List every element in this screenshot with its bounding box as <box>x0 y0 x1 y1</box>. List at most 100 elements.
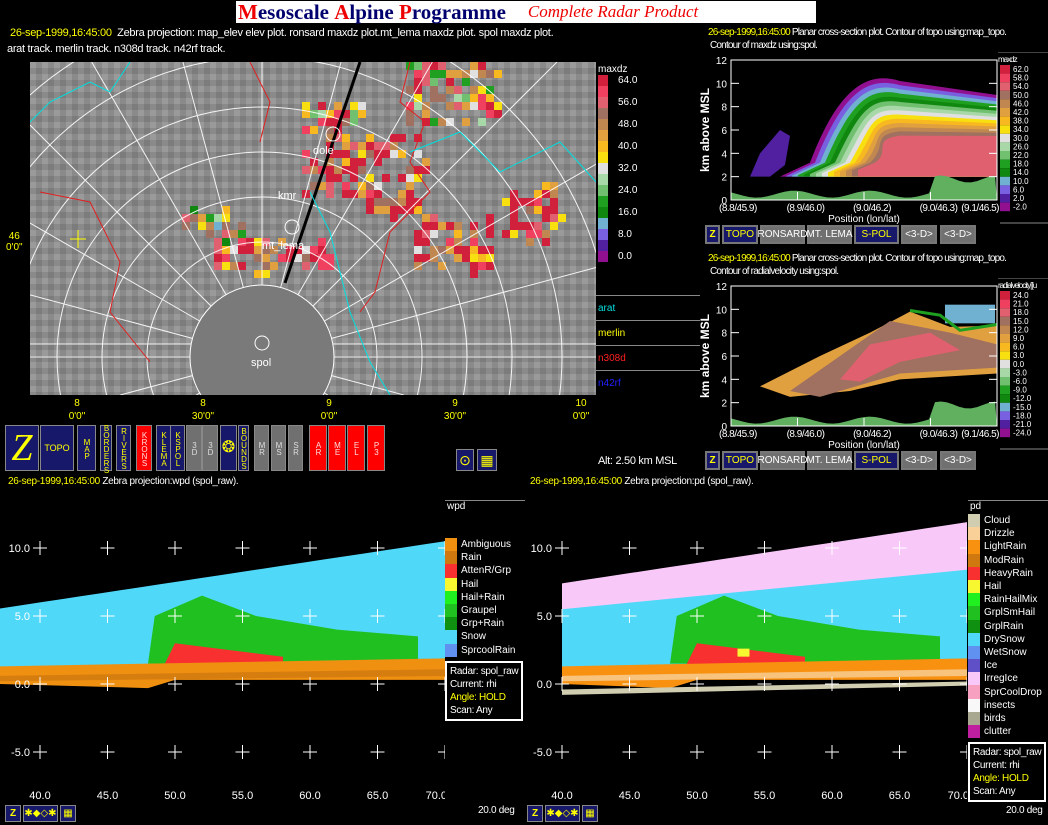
center-button[interactable]: ⊙ <box>456 449 474 471</box>
echo-cell <box>526 222 534 230</box>
track-n308d[interactable]: n308d <box>596 345 700 370</box>
rivers-button[interactable]: RIVERS <box>116 425 131 471</box>
rhi-plot[interactable]: 10.0 5.0 0.0 -5.0 40.0 45.0 50.0 55.0 60.0 65.0 70… <box>0 495 445 803</box>
y-tick-label: 10.0 <box>531 543 552 555</box>
xsect-plot[interactable]: 0 2 4 6 8 10 12 km above MSL (8.8/45.9) (8.9/46.0… <box>700 278 1048 450</box>
colorbar-swatch <box>598 174 608 185</box>
radar-info-scan: Scan: Any <box>450 704 493 716</box>
banner-title: Mesoscale Alpine Programme <box>238 0 506 24</box>
echo-cell <box>214 238 222 246</box>
echo-cell <box>334 118 342 126</box>
bounds-button[interactable]: BOUNDS <box>238 425 249 471</box>
colorbar-swatch <box>1000 334 1010 343</box>
ar-button[interactable]: AR <box>309 425 327 471</box>
xsect-button-mt-lema[interactable]: MT. LEMA <box>806 451 853 470</box>
zebra-button[interactable]: Z <box>527 805 543 822</box>
xsect-button-s-pol[interactable]: S-POL <box>854 225 899 244</box>
zebra-button[interactable]: Z <box>5 805 21 822</box>
track-n42rf[interactable]: n42rf <box>596 370 700 395</box>
xsect-button-3-d[interactable]: <3-D> <box>901 451 937 470</box>
p3-button[interactable]: P3 <box>367 425 385 471</box>
echo-cell <box>470 230 478 238</box>
xsect-button-z[interactable]: Z <box>705 451 720 470</box>
echo-cell <box>430 118 438 126</box>
echo-cell <box>382 150 390 158</box>
echo-cell <box>182 214 190 222</box>
echo-cell <box>398 134 406 142</box>
echo-cell <box>374 158 382 166</box>
colorbar-label: 10.0 <box>1013 177 1029 186</box>
me-button[interactable]: ME <box>328 425 346 471</box>
map-button[interactable]: MAP <box>77 425 96 471</box>
echo-cell <box>558 214 566 222</box>
3d-button[interactable]: 3D <box>202 425 218 471</box>
echo-cell <box>414 230 422 238</box>
echo-cell <box>358 110 366 118</box>
xsect-button-3-d[interactable]: <3-D> <box>940 225 976 244</box>
colorbar-title: maxdz <box>998 55 1018 64</box>
echo-cell <box>414 94 422 102</box>
xsect-button-topo[interactable]: TOPO <box>722 225 758 244</box>
timestamp: 26-sep-1999,16:45:00 <box>10 27 112 39</box>
echo-cell <box>222 214 230 222</box>
echo-cell <box>454 222 462 230</box>
radar-map[interactable]: dole kmr mt_lema spol <box>30 62 596 395</box>
grid-button[interactable]: ▦ <box>60 805 76 822</box>
colorbar-label: 64.0 <box>618 75 638 86</box>
xsect-plot[interactable]: 0 2 4 6 8 10 12 km above MSL (8.8/45.9) (8.9/46.0… <box>700 52 1048 224</box>
grid-button[interactable]: ▦ <box>477 449 497 471</box>
xsect-button-mt-lema[interactable]: MT. LEMA <box>806 225 853 244</box>
contour-band <box>750 130 790 177</box>
colorbar-label: 3.0 <box>1013 351 1025 360</box>
grid-button[interactable]: ▦ <box>582 805 598 822</box>
klema-button[interactable]: KLEMA <box>156 425 171 471</box>
echo-cell <box>326 182 334 190</box>
x-tick-label: (8.9/46.0) <box>787 429 825 440</box>
mr-button[interactable]: MR <box>254 425 269 471</box>
kspol-button[interactable]: KSPOL <box>170 425 185 471</box>
echo-cell <box>318 254 326 262</box>
colorbar-swatch <box>1000 82 1010 91</box>
rhi-plot[interactable]: 10.0 5.0 0.0 -5.0 40.0 45.0 50.0 55.0 60.0 65.0 70… <box>522 495 967 803</box>
echo-cell <box>478 62 486 70</box>
xsect-button-ronsard[interactable]: RONSARD <box>758 225 808 244</box>
echo-cell <box>238 230 246 238</box>
x-tick-label: 40.0 <box>551 790 572 802</box>
echo-cell <box>510 214 518 222</box>
xsect-button-topo[interactable]: TOPO <box>722 451 758 470</box>
colorbar-label: 12.0 <box>1013 325 1029 334</box>
xsect-button-ronsard[interactable]: RONSARD <box>758 451 808 470</box>
echo-cell <box>366 134 374 142</box>
x-tick-label: 45.0 <box>97 790 118 802</box>
borders-button[interactable]: BORDERS <box>100 423 112 473</box>
bounds-icon-button[interactable]: ❂ <box>220 425 237 471</box>
colorbar-swatch <box>1000 291 1010 300</box>
colorbar-swatch <box>1000 73 1010 83</box>
topo-button[interactable]: TOPO <box>40 425 74 471</box>
colorbar-label: 0.0 <box>1013 360 1025 369</box>
track-arat[interactable]: arat <box>596 295 700 320</box>
echo-cell <box>486 94 494 102</box>
xsect-button-3-d[interactable]: <3-D> <box>940 451 976 470</box>
ms-button[interactable]: MS <box>271 425 286 471</box>
zebra-button[interactable]: Z <box>5 425 39 471</box>
xsect-button-z[interactable]: Z <box>705 225 720 244</box>
krons-button[interactable]: KRONS <box>136 425 152 471</box>
sr-button[interactable]: SR <box>288 425 303 471</box>
elevation-readout: 20.0 deg <box>478 805 515 816</box>
symbols-button[interactable]: ✱◆◇✱ <box>23 805 58 822</box>
echo-cell <box>462 70 470 78</box>
echo-cell <box>398 206 406 214</box>
xsect-button-3-d[interactable]: <3-D> <box>901 225 937 244</box>
3d-button[interactable]: 3D <box>186 425 202 471</box>
track-merlin[interactable]: merlin <box>596 320 700 345</box>
echo-cell <box>214 214 222 222</box>
symbols-button[interactable]: ✱◆◇✱ <box>545 805 580 822</box>
xsect-button-s-pol[interactable]: S-POL <box>854 451 899 470</box>
echo-cell <box>542 238 550 246</box>
el-button[interactable]: EL <box>347 425 365 471</box>
echo-cell <box>422 62 430 70</box>
azimuth-line <box>30 222 200 322</box>
border-line <box>359 62 431 313</box>
colorbar-swatch <box>1000 99 1010 108</box>
